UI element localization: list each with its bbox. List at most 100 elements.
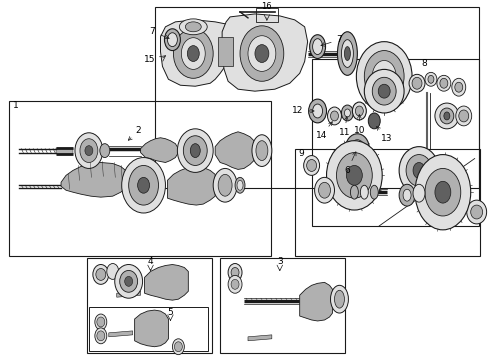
Ellipse shape: [231, 279, 239, 289]
Text: 15: 15: [144, 55, 155, 64]
Text: 6: 6: [344, 152, 356, 175]
Ellipse shape: [313, 39, 322, 54]
Ellipse shape: [190, 144, 200, 158]
Polygon shape: [117, 291, 141, 297]
Ellipse shape: [435, 181, 451, 203]
Ellipse shape: [228, 275, 242, 293]
Bar: [9, 101, 271, 256]
Ellipse shape: [440, 108, 454, 124]
Ellipse shape: [97, 317, 105, 327]
Ellipse shape: [315, 177, 335, 203]
Ellipse shape: [355, 106, 363, 116]
Ellipse shape: [372, 60, 396, 92]
Polygon shape: [145, 265, 188, 300]
Ellipse shape: [471, 205, 483, 219]
Ellipse shape: [346, 166, 362, 185]
Ellipse shape: [350, 185, 358, 199]
Ellipse shape: [379, 69, 389, 83]
Ellipse shape: [129, 166, 158, 205]
Ellipse shape: [372, 77, 396, 105]
Ellipse shape: [327, 107, 342, 125]
Polygon shape: [135, 310, 169, 347]
Ellipse shape: [342, 105, 353, 121]
Ellipse shape: [406, 154, 432, 186]
Ellipse shape: [124, 276, 133, 286]
Ellipse shape: [122, 158, 166, 213]
Ellipse shape: [360, 185, 368, 199]
Ellipse shape: [345, 134, 369, 163]
Ellipse shape: [455, 82, 463, 92]
Text: 4: 4: [147, 257, 153, 266]
Ellipse shape: [115, 265, 143, 298]
Ellipse shape: [365, 50, 404, 102]
Ellipse shape: [444, 112, 450, 120]
Text: 7: 7: [321, 35, 343, 46]
Text: 12: 12: [292, 107, 314, 116]
Text: 14: 14: [316, 122, 332, 140]
Ellipse shape: [168, 33, 177, 46]
Ellipse shape: [344, 109, 350, 117]
Ellipse shape: [318, 182, 331, 198]
Ellipse shape: [435, 103, 459, 129]
Ellipse shape: [185, 22, 201, 32]
Ellipse shape: [85, 146, 93, 156]
Polygon shape: [161, 20, 230, 86]
Ellipse shape: [256, 141, 268, 161]
Ellipse shape: [368, 113, 380, 129]
Ellipse shape: [338, 32, 357, 75]
Ellipse shape: [356, 42, 412, 111]
Text: 9: 9: [299, 149, 304, 158]
Text: 3: 3: [277, 257, 283, 266]
Text: 11: 11: [339, 117, 350, 137]
Bar: [220, 258, 345, 353]
Ellipse shape: [228, 264, 242, 282]
Bar: [294, 149, 480, 256]
Ellipse shape: [97, 331, 105, 341]
Bar: [312, 59, 479, 226]
Polygon shape: [215, 132, 254, 170]
Ellipse shape: [403, 189, 411, 201]
Text: 1: 1: [13, 100, 19, 109]
Ellipse shape: [335, 290, 344, 308]
Ellipse shape: [177, 129, 213, 172]
Ellipse shape: [304, 156, 319, 175]
Ellipse shape: [240, 26, 284, 81]
Ellipse shape: [100, 144, 110, 158]
Bar: [256, 8, 278, 22]
Ellipse shape: [235, 177, 245, 193]
Bar: [218, 37, 233, 66]
Text: 10: 10: [354, 114, 365, 135]
Ellipse shape: [179, 19, 207, 35]
Ellipse shape: [365, 69, 404, 113]
Ellipse shape: [165, 29, 180, 50]
Ellipse shape: [415, 154, 471, 230]
Ellipse shape: [218, 174, 232, 196]
Text: 5: 5: [168, 307, 173, 316]
Ellipse shape: [337, 153, 372, 198]
Polygon shape: [222, 14, 308, 91]
Ellipse shape: [248, 36, 276, 71]
Ellipse shape: [309, 99, 326, 123]
Ellipse shape: [231, 267, 239, 278]
Ellipse shape: [183, 136, 207, 166]
Polygon shape: [248, 335, 272, 341]
Ellipse shape: [456, 106, 472, 126]
Ellipse shape: [331, 111, 339, 121]
Ellipse shape: [425, 168, 461, 216]
Text: 8: 8: [421, 59, 427, 68]
Ellipse shape: [399, 184, 415, 206]
Polygon shape: [168, 166, 215, 205]
Ellipse shape: [138, 177, 149, 193]
Ellipse shape: [313, 104, 322, 118]
Text: 2: 2: [128, 126, 142, 140]
Ellipse shape: [428, 75, 434, 83]
Ellipse shape: [437, 75, 451, 91]
Ellipse shape: [75, 133, 103, 168]
Ellipse shape: [331, 285, 348, 313]
Ellipse shape: [342, 40, 353, 67]
Ellipse shape: [237, 180, 243, 190]
Ellipse shape: [412, 77, 422, 89]
Ellipse shape: [344, 46, 350, 60]
Ellipse shape: [409, 75, 425, 92]
Polygon shape: [61, 162, 125, 197]
